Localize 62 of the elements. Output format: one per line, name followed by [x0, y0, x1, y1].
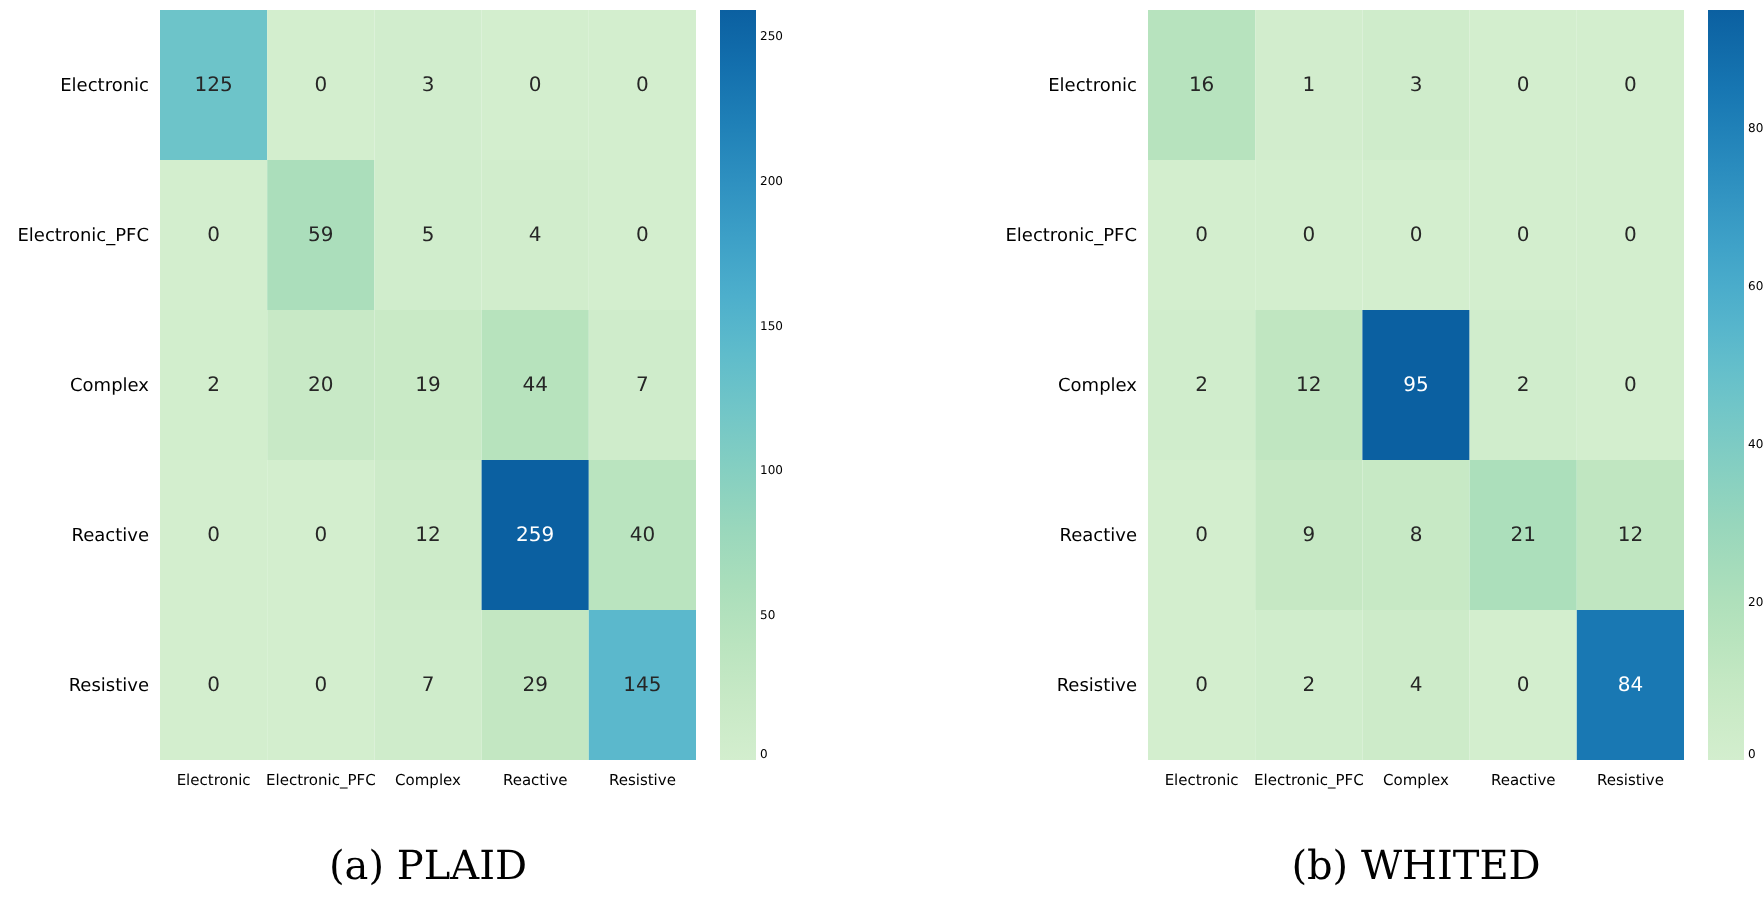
y-tick-label: Reactive	[1059, 527, 1138, 547]
data-label: 0	[207, 525, 220, 547]
data-label: 0	[1195, 225, 1208, 247]
data-label: 1	[1302, 75, 1316, 97]
data-label: 2	[207, 375, 220, 397]
text: (b) WHITED	[1291, 841, 1541, 889]
data-label: 0	[1516, 75, 1530, 97]
data-label: 0	[636, 75, 649, 97]
data-label: 19	[415, 375, 441, 397]
data-label: 0	[314, 75, 328, 97]
data-label: 0	[528, 75, 542, 97]
data-label: 0	[1195, 525, 1208, 547]
data-label: 2	[1302, 675, 1316, 697]
y-tick-label: Resistive	[68, 677, 150, 697]
data-label: 0	[1302, 225, 1316, 247]
data-label: 0	[636, 225, 649, 247]
data-label: 0	[207, 225, 220, 247]
y-tick-label: Electronic	[1048, 77, 1138, 97]
data-label: 0	[1624, 225, 1637, 247]
data-label: 145	[623, 675, 662, 697]
data-label: 125	[194, 75, 233, 97]
data-label: 12	[1296, 375, 1322, 397]
text: (a) PLAID	[328, 841, 528, 889]
y-tick-label: Complex	[1058, 377, 1139, 397]
data-label: 9	[1302, 525, 1316, 547]
data-label: 59	[308, 225, 334, 247]
y-tick-label: Electronic	[60, 77, 150, 97]
data-label: 4	[528, 225, 542, 247]
data-label: 21	[1510, 525, 1536, 547]
y-tick-label: Reactive	[71, 527, 150, 547]
data-label: 7	[421, 675, 435, 697]
data-label: 3	[421, 75, 435, 97]
data-label: 0	[314, 675, 328, 697]
data-label: 29	[522, 675, 548, 697]
data-label: 0	[1516, 675, 1530, 697]
data-label: 12	[1617, 525, 1644, 547]
data-label: 0	[1195, 675, 1208, 697]
data-label: 7	[636, 375, 649, 397]
data-label: 40	[629, 525, 656, 547]
data-label: 5	[421, 225, 435, 247]
data-label: 0	[1624, 75, 1637, 97]
data-label: 2	[1195, 375, 1208, 397]
data-label: 12	[415, 525, 441, 547]
data-label: 0	[1516, 225, 1530, 247]
data-label: 4	[1409, 675, 1423, 697]
data-label: 3	[1409, 75, 1423, 97]
data-label: 16	[1188, 75, 1215, 97]
data-label: 0	[1624, 375, 1637, 397]
y-tick-label: Complex	[70, 377, 151, 397]
data-label: 44	[522, 375, 548, 397]
y-tick-label: Electronic_PFC	[17, 227, 149, 247]
data-label: 0	[314, 525, 328, 547]
data-label: 0	[1409, 225, 1423, 247]
data-label: 84	[1617, 675, 1644, 697]
data-label: 2	[1516, 375, 1530, 397]
y-tick-label: Electronic_PFC	[1005, 227, 1137, 247]
data-label: 0	[207, 675, 220, 697]
data-label: 8	[1409, 525, 1423, 547]
data-label: 95	[1403, 375, 1429, 397]
data-label: 259	[516, 525, 555, 547]
y-tick-label: Resistive	[1056, 677, 1138, 697]
data-label: 20	[308, 375, 334, 397]
